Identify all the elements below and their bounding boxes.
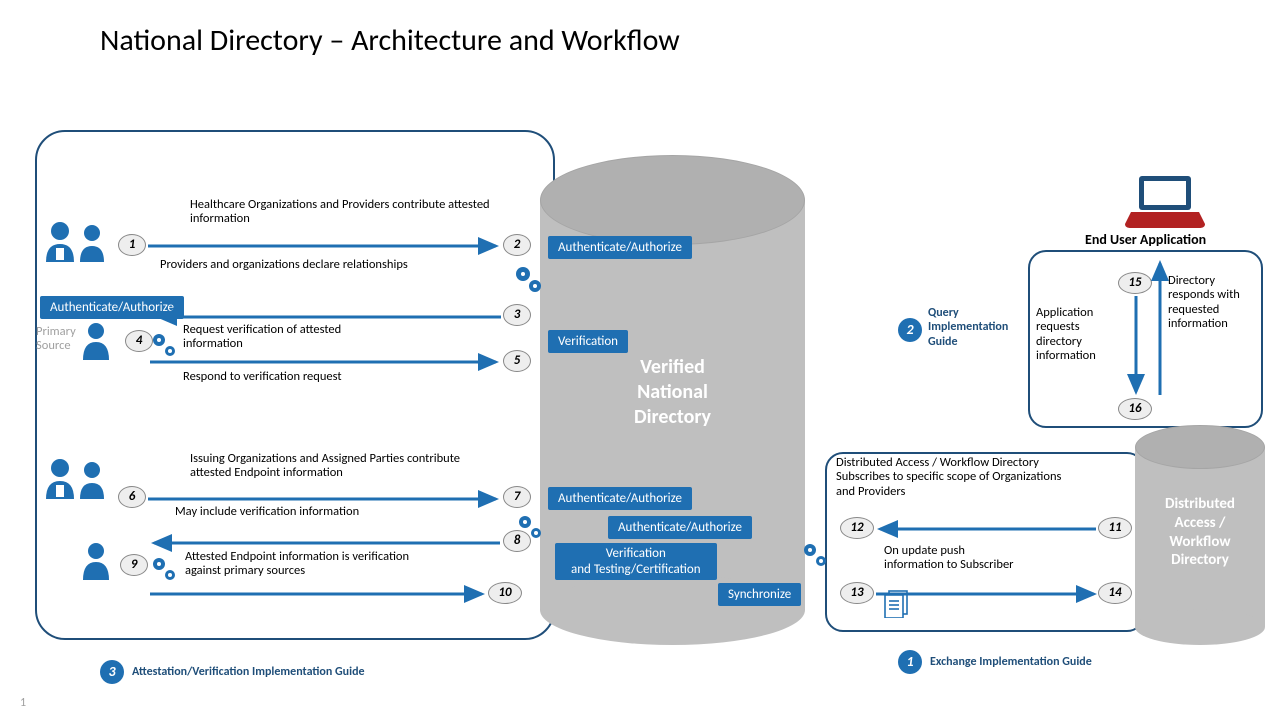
end-user-app-label: End User Application: [1085, 232, 1206, 248]
laptop-icon: [1125, 172, 1205, 235]
step-15: 15: [1118, 272, 1152, 294]
step-5: 5: [503, 350, 531, 372]
step-16: 16: [1118, 398, 1152, 420]
flow-text-9: Attested Endpoint information is verific…: [185, 550, 445, 579]
guide-circle-3: 3: [100, 660, 124, 684]
arrow-13-14: [876, 592, 1098, 596]
arrow-15-down: [1134, 296, 1138, 396]
step-11: 11: [1098, 517, 1132, 539]
arrow-8-9: [150, 541, 502, 545]
arrow-1-2: [148, 244, 502, 248]
guide-circle-2: 2: [898, 318, 922, 342]
pill-sync: Synchronize: [718, 583, 801, 606]
flow-text-primary-source: Primary Source: [36, 325, 88, 354]
step-13: 13: [840, 582, 874, 604]
distributed-directory-cylinder: Distributed Access / Workflow Directory: [1135, 425, 1265, 645]
step-2: 2: [503, 234, 531, 256]
people-icon-top: [42, 218, 112, 273]
flow-text-16: Directory responds with requested inform…: [1168, 274, 1258, 332]
person-icon-bottom: [78, 540, 118, 582]
arrow-3-4: [155, 315, 503, 319]
pill-auth-right: Authenticate/Authorize: [608, 516, 752, 539]
guide-circle-1: 1: [898, 650, 922, 674]
step-12: 12: [840, 517, 874, 539]
gears-icon-4: [150, 555, 180, 590]
step-4: 4: [125, 330, 153, 352]
flow-text-1b: Providers and organizations declare rela…: [160, 258, 520, 272]
arrow-4-5: [150, 360, 502, 364]
flow-text-15: Application requests directory informati…: [1036, 306, 1126, 364]
step-10: 10: [488, 582, 522, 604]
guide-label-1: Exchange Implementation Guide: [930, 655, 1092, 669]
page-number: 1: [20, 696, 26, 710]
page-title: National Directory – Architecture and Wo…: [100, 22, 680, 59]
pill-auth-mid: Authenticate/Authorize: [548, 487, 692, 510]
guide-label-3: Attestation/Verification Implementation …: [132, 665, 365, 679]
arrow-16-up: [1158, 259, 1162, 397]
cylinder-main-label: Verified National Directory: [540, 355, 805, 430]
flow-text-5: Respond to verification request: [183, 370, 483, 384]
arrow-6-7: [148, 497, 502, 501]
step-8: 8: [503, 530, 531, 552]
gears-icon-5: [800, 540, 832, 577]
step-7: 7: [503, 486, 531, 508]
people-icon-mid: [42, 455, 112, 510]
pill-verification: Verification: [548, 330, 628, 353]
flow-text-6a: Issuing Organizations and Assigned Parti…: [190, 452, 490, 481]
step-3: 3: [503, 304, 531, 326]
arrow-11-12: [876, 527, 1098, 531]
step-6: 6: [118, 486, 146, 508]
cylinder-dist-label: Distributed Access / Workflow Directory: [1135, 495, 1265, 570]
step-14: 14: [1098, 582, 1132, 604]
arrow-9-10: [150, 592, 488, 596]
step-9: 9: [120, 554, 148, 576]
flow-text-11: Distributed Access / Workflow Directory …: [836, 456, 1081, 499]
flow-text-1a: Healthcare Organizations and Providers c…: [190, 198, 500, 227]
flow-text-6b: May include verification information: [175, 505, 475, 519]
step-1: 1: [118, 234, 146, 256]
pill-verif-test: Verification and Testing/Certification: [555, 543, 717, 580]
flow-text-13: On update push information to Subscriber: [884, 544, 1024, 573]
flow-text-4: Request verification of attested informa…: [183, 323, 403, 352]
guide-label-2: Query Implementation Guide: [928, 306, 1028, 349]
pill-auth-top: Authenticate/Authorize: [548, 236, 692, 259]
